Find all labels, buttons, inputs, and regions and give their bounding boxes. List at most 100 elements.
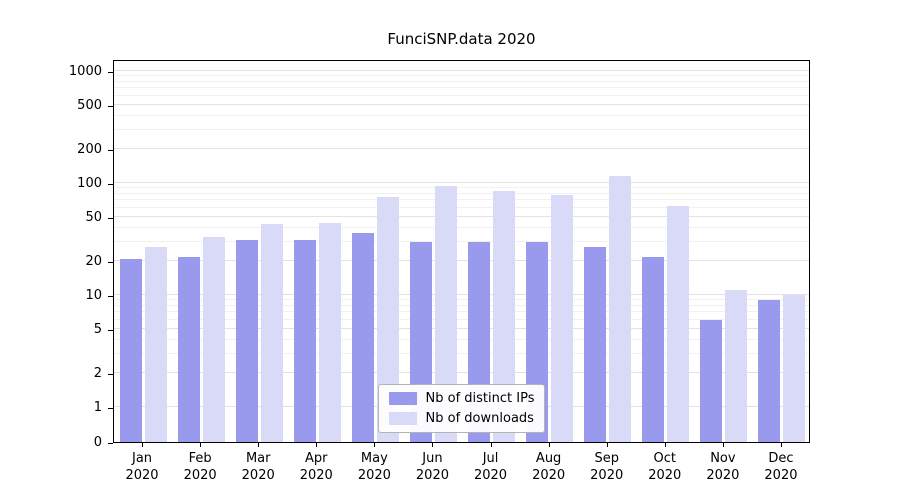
legend-swatch-downloads	[388, 412, 417, 425]
gridline-minor	[114, 87, 809, 89]
y-axis-tick	[108, 72, 113, 73]
y-axis-tick	[108, 105, 113, 107]
x-axis-tick	[200, 443, 202, 447]
x-axis-tick	[490, 443, 492, 447]
y-axis-tick-label: 50	[85, 209, 102, 225]
bar-distinct-ips	[235, 239, 258, 442]
gridline	[114, 260, 809, 262]
gridline-minor	[114, 114, 809, 116]
gridline-minor	[114, 311, 809, 313]
x-axis-tick-label: Jan 2020	[125, 451, 159, 483]
x-axis-tick-label: Dec 2020	[764, 451, 798, 483]
plot-area: Nb of distinct IPs Nb of downloads	[113, 60, 810, 443]
gridline	[114, 103, 809, 105]
bar-distinct-ips	[758, 300, 781, 442]
bar-distinct-ips	[177, 256, 200, 442]
gridline-minor	[114, 304, 809, 306]
x-axis-tick	[664, 443, 666, 447]
bar-downloads	[551, 195, 574, 442]
y-axis-tick	[108, 262, 113, 264]
legend-swatch-distinct-ips	[388, 392, 417, 405]
legend-item-distinct-ips: Nb of distinct IPs	[388, 391, 535, 406]
gridline	[114, 215, 809, 217]
x-axis-tick-label: Sep 2020	[590, 451, 624, 483]
y-axis-tick-label: 2	[93, 366, 102, 382]
x-axis-tick	[722, 443, 724, 447]
gridline-minor	[114, 192, 809, 194]
x-axis-tick	[142, 443, 144, 447]
x-axis-tick	[316, 443, 318, 447]
x-axis-tick-label: May 2020	[357, 451, 391, 483]
bar-downloads	[667, 206, 690, 442]
bar-distinct-ips	[293, 239, 316, 442]
chart-title: FunciSNP.data 2020	[387, 30, 536, 48]
bar-downloads	[493, 190, 516, 442]
bar-distinct-ips	[642, 256, 665, 442]
x-axis-tick	[606, 443, 608, 447]
x-axis-tick	[432, 443, 434, 447]
y-axis-tick	[108, 443, 113, 444]
y-axis-tick-label: 1	[93, 400, 102, 415]
y-axis-tick-label: 1000	[68, 64, 102, 79]
bar-distinct-ips	[584, 246, 607, 442]
gridline	[114, 70, 809, 71]
gridline-minor	[114, 318, 809, 320]
y-axis-tick-label: 500	[77, 97, 102, 113]
bar-downloads	[144, 246, 167, 442]
bar-distinct-ips	[351, 232, 374, 442]
gridline-minor	[114, 187, 809, 189]
x-axis-tick	[374, 443, 376, 447]
gridline-minor	[114, 352, 809, 354]
x-axis-tick-label: Jun 2020	[415, 451, 449, 483]
y-axis-tick	[108, 184, 113, 185]
gridline	[114, 148, 809, 150]
gridline-minor	[114, 80, 809, 82]
gridline-minor	[114, 299, 809, 301]
bar-downloads	[434, 185, 457, 442]
gridline-minor	[114, 94, 809, 96]
x-axis-tick	[258, 443, 260, 447]
gridline	[114, 182, 809, 183]
bar-downloads	[260, 224, 283, 442]
bar-downloads	[609, 176, 632, 442]
gridline	[114, 327, 809, 329]
legend-label-downloads: Nb of downloads	[425, 411, 534, 426]
gridline-minor	[114, 199, 809, 201]
x-axis-tick	[548, 443, 550, 447]
y-axis-tick-label: 200	[77, 142, 102, 158]
y-axis-tick	[108, 217, 113, 219]
gridline-minor	[114, 338, 809, 340]
y-axis-tick-label: 5	[93, 321, 102, 337]
bar-distinct-ips	[700, 319, 723, 442]
legend-label-distinct-ips: Nb of distinct IPs	[425, 391, 535, 406]
bar-downloads	[783, 295, 806, 442]
gridline-minor	[114, 240, 809, 242]
gridline-minor	[114, 226, 809, 228]
x-axis-tick-label: Nov 2020	[706, 451, 740, 483]
x-axis-tick-label: Mar 2020	[241, 451, 275, 483]
x-axis-tick-label: Aug 2020	[532, 451, 566, 483]
x-axis-tick-label: Feb 2020	[183, 451, 217, 483]
x-axis-tick	[780, 443, 782, 447]
y-axis-tick-label: 20	[85, 254, 102, 270]
bar-downloads	[318, 222, 341, 442]
legend-item-downloads: Nb of downloads	[388, 411, 535, 426]
y-axis-tick	[108, 150, 113, 152]
y-axis-tick-label: 10	[85, 288, 102, 303]
bar-downloads	[376, 197, 399, 442]
gridline	[114, 294, 809, 295]
y-axis-tick-label: 100	[77, 176, 102, 191]
x-axis-tick-label: Jul 2020	[473, 451, 508, 483]
y-axis-tick	[108, 329, 113, 331]
gridline	[114, 372, 809, 374]
y-axis-tick	[108, 296, 113, 297]
y-axis-tick-label: 0	[93, 435, 102, 450]
y-axis-tick	[108, 408, 113, 409]
x-axis-tick-label: Oct 2020	[648, 451, 682, 483]
bar-downloads	[725, 290, 748, 442]
gridline-minor	[114, 128, 809, 130]
x-axis-tick-label: Apr 2020	[299, 451, 333, 483]
bar-distinct-ips	[119, 258, 142, 442]
gridline-minor	[114, 206, 809, 208]
